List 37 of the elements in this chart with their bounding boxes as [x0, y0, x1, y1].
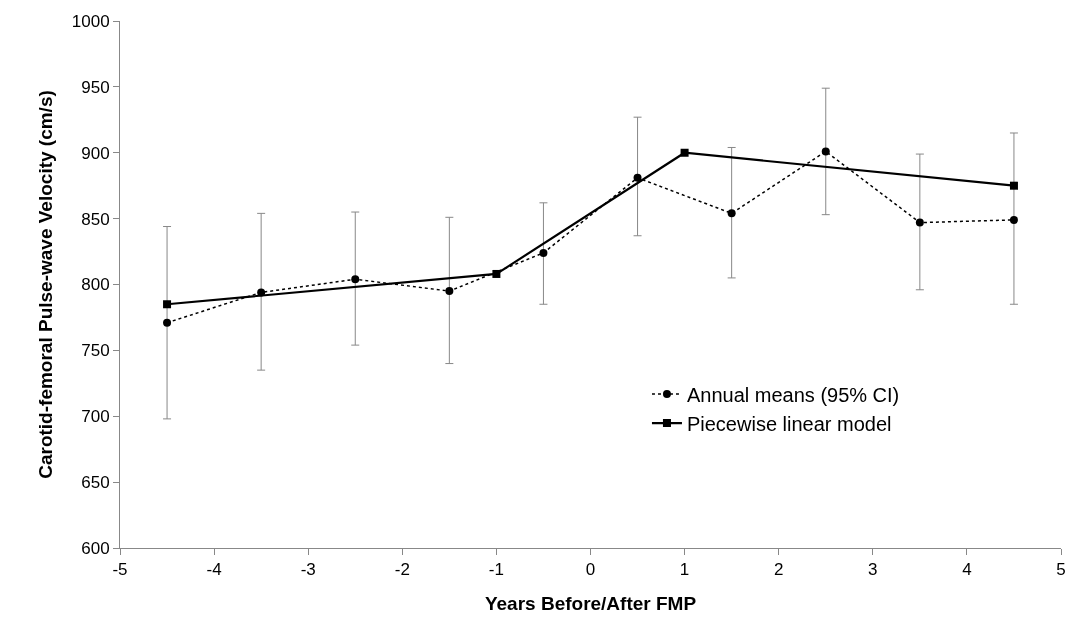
point — [633, 173, 642, 182]
x-tick-label: -2 — [394, 560, 410, 580]
x-tick-label: 3 — [868, 560, 878, 580]
x-tick-label: -5 — [112, 560, 128, 580]
y-tick-label: 600 — [81, 538, 110, 558]
y-tick-label: 800 — [81, 275, 110, 295]
legend-label: Piecewise linear model — [686, 412, 892, 435]
y-axis-title: Carotid-femoral Pulse-wave Velocity (cm/s) — [34, 90, 56, 479]
y-tick-label: 650 — [81, 473, 110, 493]
point — [1009, 215, 1018, 224]
point — [492, 269, 501, 278]
legend-label: Annual means (95% CI) — [686, 383, 900, 406]
x-tick-label: 4 — [962, 560, 972, 580]
point — [351, 275, 360, 284]
y-tick-label: 750 — [81, 341, 110, 361]
point — [1009, 181, 1018, 190]
y-tick-label: 1000 — [71, 11, 110, 31]
point — [727, 209, 736, 218]
x-tick-label: 5 — [1056, 560, 1066, 580]
x-tick-label: 0 — [585, 560, 596, 580]
x-tick-label: -4 — [206, 560, 222, 580]
point — [539, 248, 548, 257]
point — [163, 300, 172, 309]
x-axis-title: Years Before/After FMP — [484, 593, 697, 615]
y-tick-label: 850 — [81, 209, 110, 229]
y-tick-label: 700 — [81, 407, 110, 427]
y-tick-label: 950 — [81, 77, 110, 97]
x-tick-label: -3 — [300, 560, 316, 580]
y-tick-label: 900 — [81, 143, 110, 163]
point — [445, 287, 454, 296]
x-tick-label: 1 — [679, 560, 690, 580]
x-tick-label: 2 — [773, 560, 784, 580]
x-tick-label: -1 — [488, 560, 504, 580]
point — [680, 148, 689, 157]
point — [163, 318, 172, 327]
point — [915, 218, 924, 227]
point — [821, 147, 830, 156]
